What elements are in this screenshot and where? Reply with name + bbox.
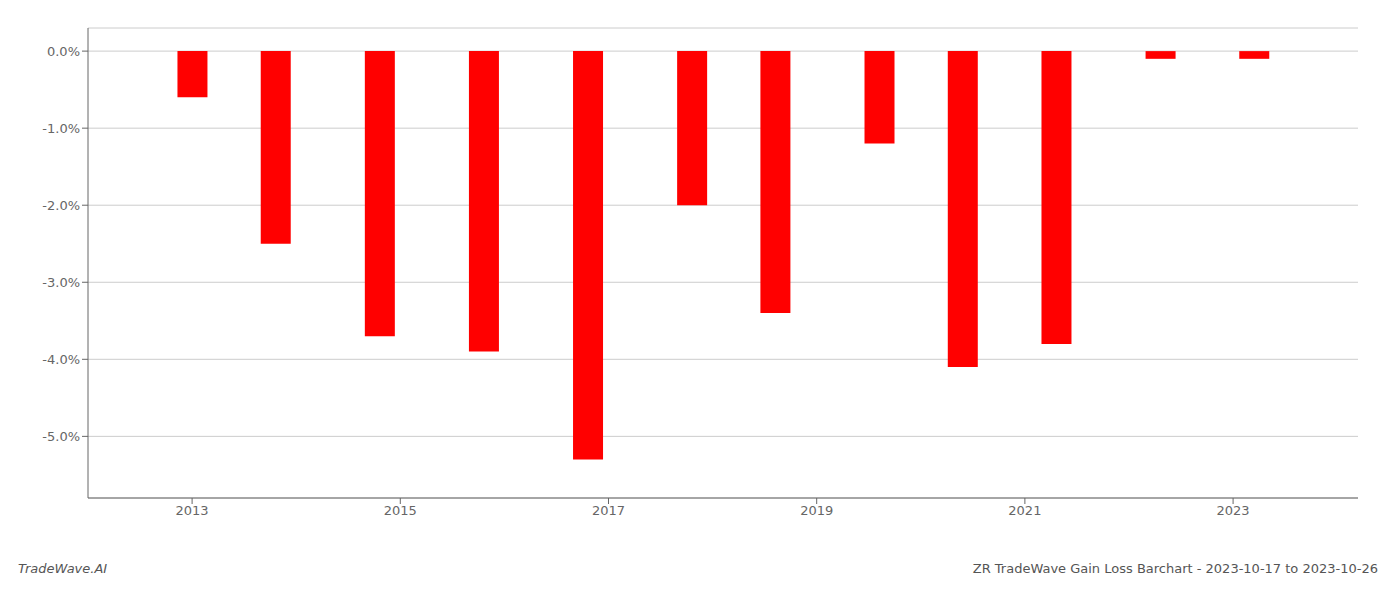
svg-text:2013: 2013: [176, 503, 209, 518]
svg-text:2021: 2021: [1008, 503, 1041, 518]
svg-text:2019: 2019: [800, 503, 833, 518]
svg-text:2023: 2023: [1217, 503, 1250, 518]
svg-text:2017: 2017: [592, 503, 625, 518]
html-text:TradeWave.AI: TradeWave.AI: [18, 561, 108, 576]
svg-text:-2.0%: -2.0%: [42, 198, 80, 213]
svg-text:-5.0%: -5.0%: [42, 429, 80, 444]
html-text:ZR TradeWave Gain Loss Barchar: ZR TradeWave Gain Loss Barchart - 2023-1…: [972, 561, 1378, 576]
svg-text:-1.0%: -1.0%: [42, 121, 80, 136]
svg-text:0.0%: 0.0%: [47, 44, 80, 59]
svg-text:-3.0%: -3.0%: [42, 275, 80, 290]
svg-text:-4.0%: -4.0%: [42, 352, 80, 367]
svg-text:2015: 2015: [384, 503, 417, 518]
